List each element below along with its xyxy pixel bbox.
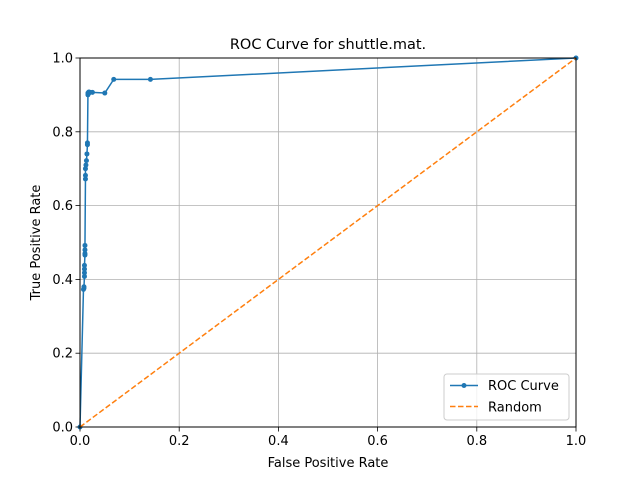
x-tick-label: 0.4 [268,434,289,449]
roc-curve-point [82,176,88,182]
y-tick-label: 0.8 [52,125,73,140]
roc-curve-point [89,89,95,95]
roc-curve-point [82,251,88,257]
x-tick-label: 1.0 [566,434,587,449]
chart-title: ROC Curve for shuttle.mat. [230,37,426,53]
x-tick-label: 0.2 [169,434,190,449]
roc-curve-point [81,270,87,276]
roc-curve-point [84,140,90,146]
legend-roc-marker [461,383,467,388]
y-tick-label: 0.4 [52,273,73,288]
roc-curve-point [111,76,117,82]
legend: ROC Curve Random [443,373,570,421]
roc-curve-point [84,151,90,157]
roc-curve-point [82,172,88,178]
roc-curve-point [81,284,87,290]
roc-curve-point [81,262,87,268]
plot-frame [79,57,577,428]
legend-random-label: Random [488,401,542,416]
y-tick-label: 0.6 [52,199,73,214]
grid [79,57,577,428]
roc-curve-point [83,158,89,164]
roc-curve-point [81,266,87,272]
roc-curve-point [102,90,108,96]
y-tick-label: 1.0 [52,52,73,67]
y-axis-label: True Positive Rate [29,185,44,302]
roc-curve-point [82,247,88,253]
roc-curve-point [81,273,87,279]
roc-curve-point [82,166,88,172]
y-tick-label: 0.0 [52,421,73,436]
x-tick-label: 0.0 [70,434,91,449]
legend-roc-label: ROC Curve [488,379,559,394]
roc-curve-point [147,76,153,82]
x-tick-label: 0.6 [367,434,388,449]
plot-series [77,55,579,430]
x-tick-label: 0.8 [466,434,487,449]
axis-ticks: 0.0 0.2 0.4 0.6 0.8 1.0 0.0 0.2 0.4 0.6 0.8 1.0 [52,52,586,450]
random-series-line [79,57,577,428]
roc-curve-point [82,242,88,248]
y-tick-label: 0.2 [52,347,73,362]
x-axis-label: False Positive Rate [268,456,389,471]
roc-curve-point [83,162,89,168]
